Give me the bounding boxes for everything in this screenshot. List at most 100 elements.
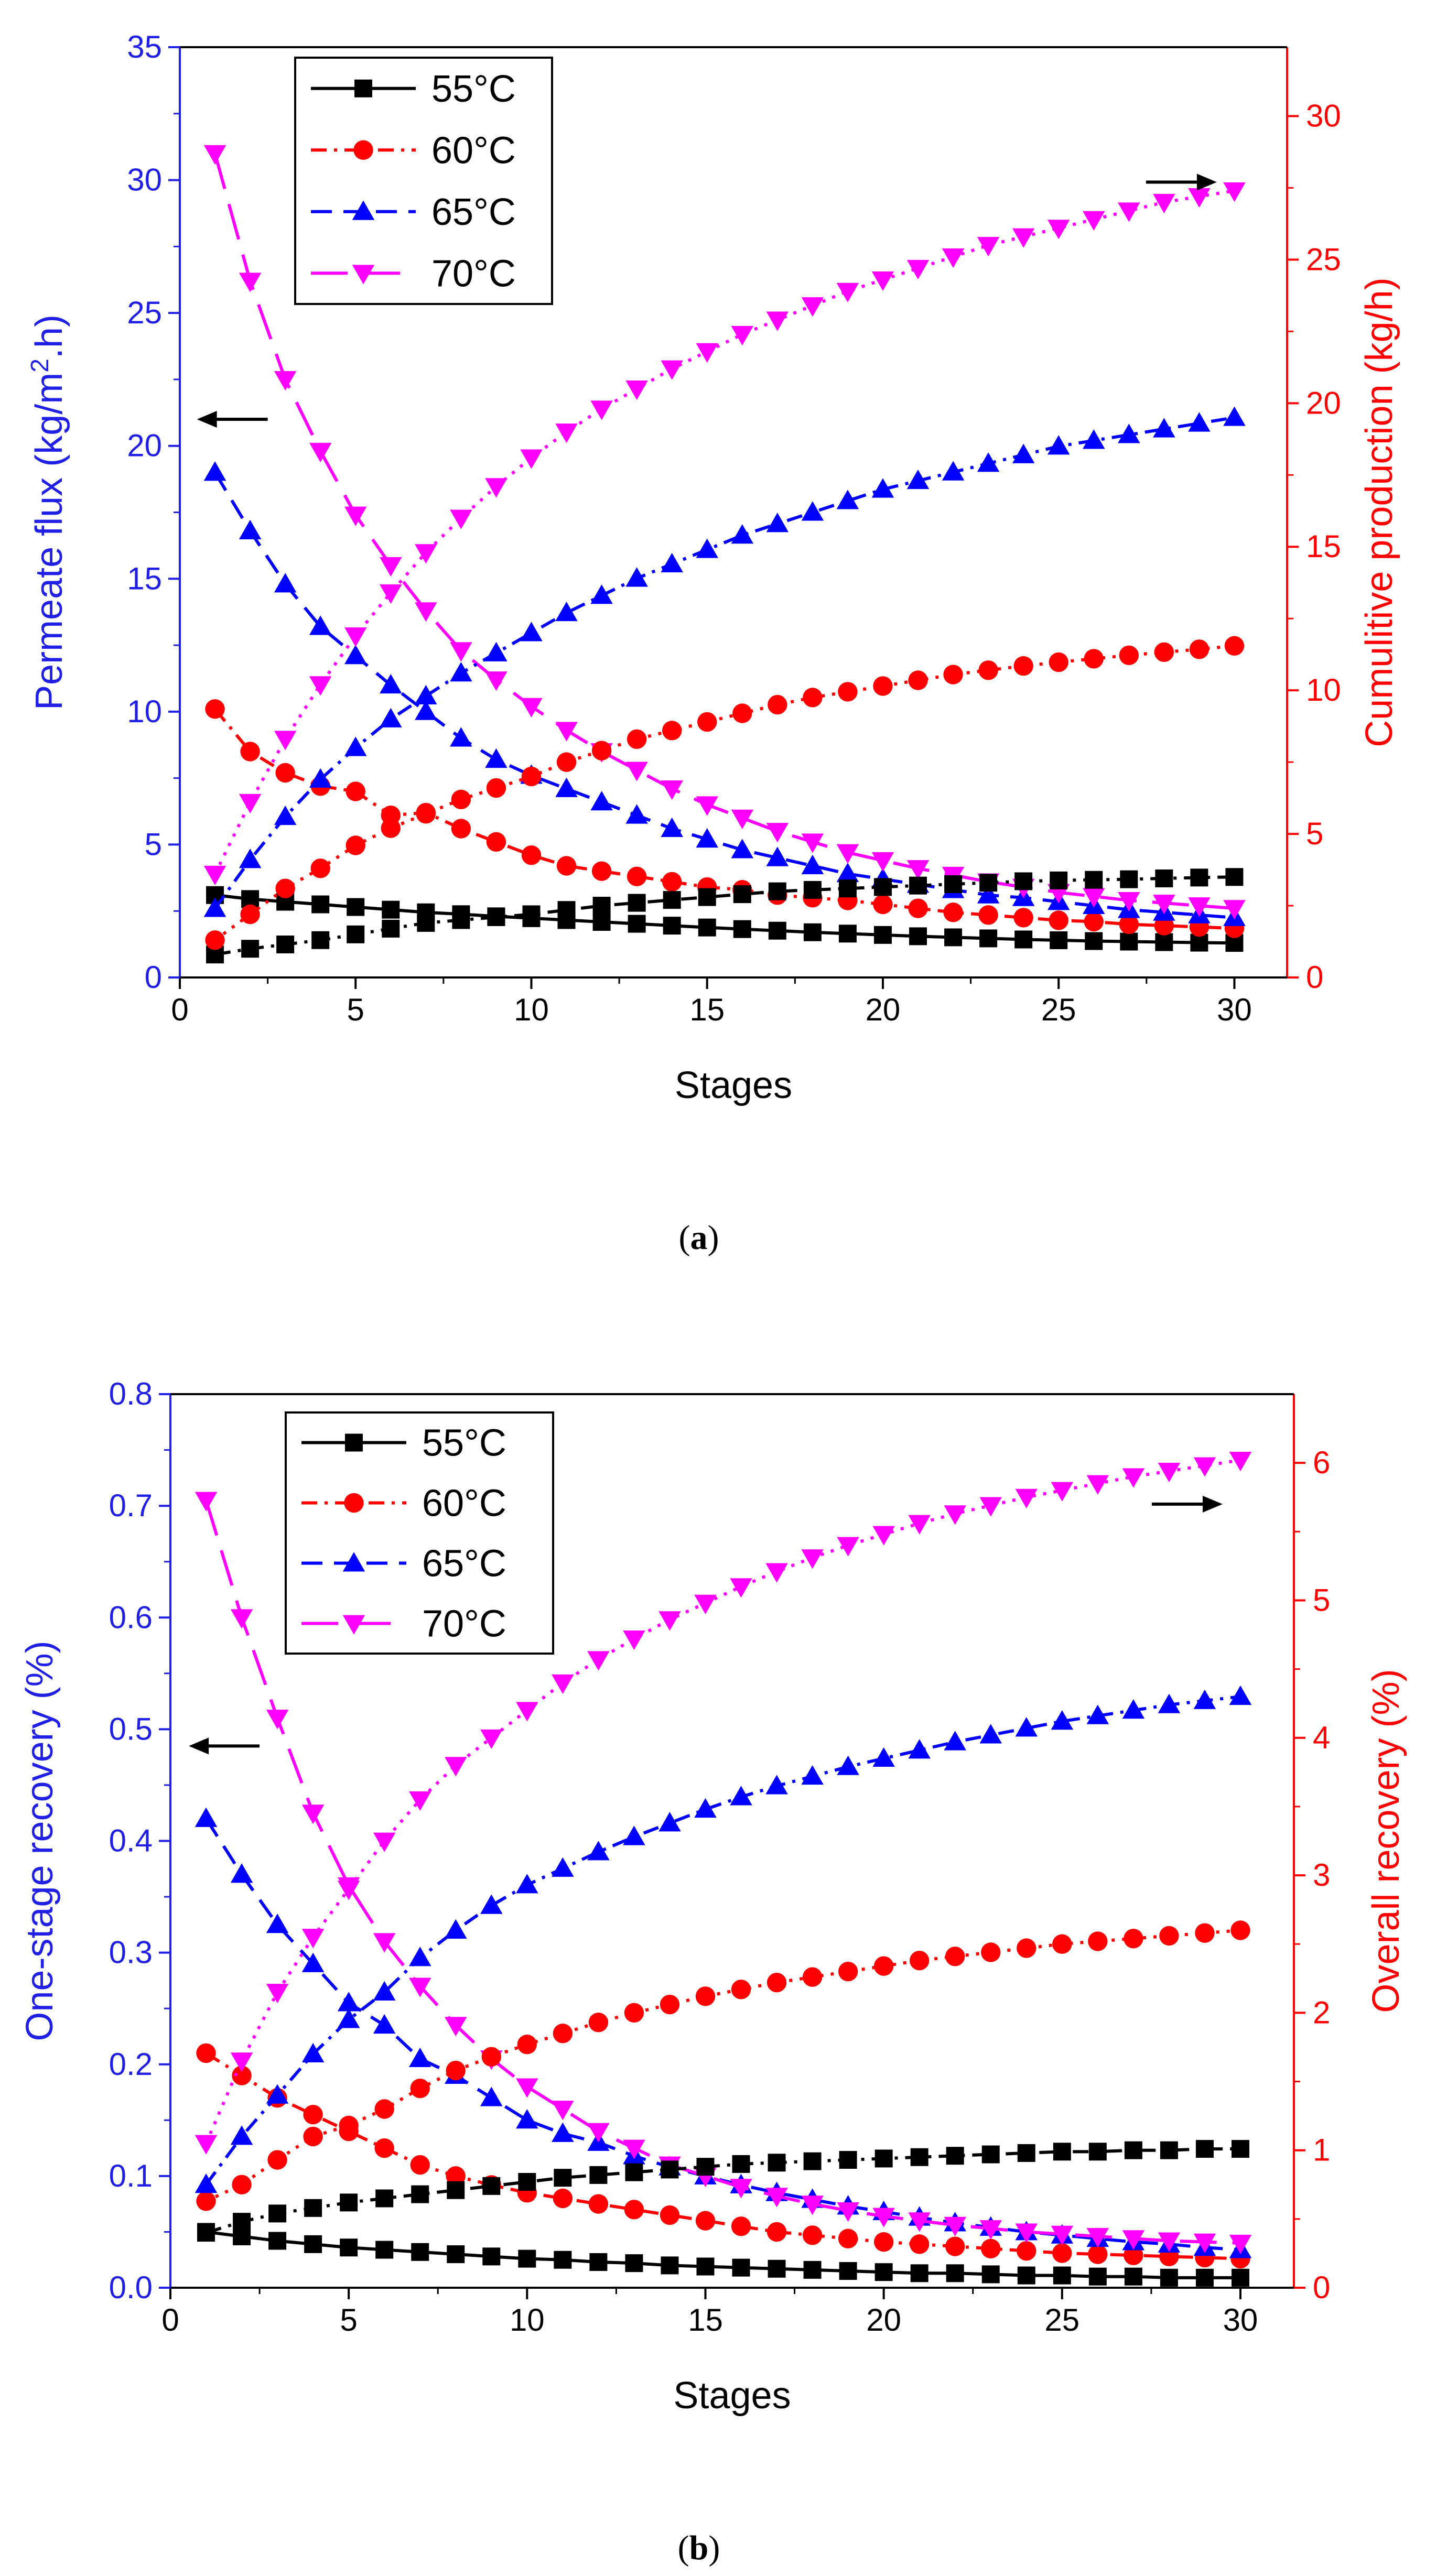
panel-a-series-line xyxy=(214,875,1235,957)
panel-b-data-point xyxy=(732,2155,750,2173)
panel-b-data-point xyxy=(945,1947,965,1966)
panel-a-data-point xyxy=(766,846,789,866)
panel-a-data-point xyxy=(1154,642,1174,662)
panel-a-data-point xyxy=(240,742,260,762)
panel-b-data-point xyxy=(1195,1923,1215,1943)
panel-a-data-point xyxy=(803,881,822,899)
panel-a-data-point xyxy=(380,584,402,604)
panel-a-data-point xyxy=(380,557,402,577)
panel-a-x-tick-label: 10 xyxy=(514,992,549,1027)
panel-a-data-point xyxy=(978,660,998,680)
panel-b-data-point xyxy=(266,1710,289,1730)
panel-a-data-point xyxy=(591,741,612,760)
panel-b-left-tick-label: 0.0 xyxy=(109,2270,153,2305)
panel-b-x-tick-label: 0 xyxy=(161,2302,179,2338)
caption-a-letter: a xyxy=(690,1219,708,1257)
panel-b-data-point xyxy=(1229,1685,1252,1705)
panel-b-left-tick-label: 0.6 xyxy=(109,1600,153,1635)
panel-b-x-tick-label: 5 xyxy=(340,2302,357,2338)
panel-a-data-point xyxy=(1012,228,1035,248)
panel-b-data-point xyxy=(304,2199,322,2217)
panel-a-data-point xyxy=(803,688,823,708)
panel-b-data-point xyxy=(480,2086,503,2106)
panel-b-data-point xyxy=(803,2260,822,2279)
panel-b-data-point xyxy=(1122,1699,1145,1719)
panel-b-data-point xyxy=(872,1526,895,1546)
panel-a-data-point xyxy=(1153,895,1175,915)
panel-a-data-point xyxy=(801,833,824,853)
panel-b-data-point xyxy=(694,1594,717,1614)
panel-a-data-point xyxy=(731,839,754,858)
panel-b-series-line xyxy=(205,1929,1241,2203)
panel-a-data-point xyxy=(871,271,894,291)
panel-b-data-point xyxy=(837,2202,859,2222)
panel-a-left-tick-label: 0 xyxy=(145,960,162,995)
panel-b-right-tick-label: 1 xyxy=(1313,2133,1330,2168)
panel-b-data-point xyxy=(340,2238,358,2257)
panel-a-data-point xyxy=(485,671,508,691)
panel-b-data-point xyxy=(1195,2268,1214,2287)
panel-a-data-point xyxy=(241,940,260,958)
panel-a-data-point xyxy=(274,371,297,391)
panel-b-data-point xyxy=(445,1757,467,1777)
panel-a-left-tick-label: 5 xyxy=(145,827,162,862)
panel-b-chart: 0 5 10 15 20 25 30Stages0.00.10.20.30.40.50.60… xyxy=(19,1376,1407,2417)
panel-a-data-point xyxy=(978,905,998,925)
panel-a-data-point xyxy=(908,898,928,918)
panel-a-data-point xyxy=(555,423,578,443)
panel-b-data-point xyxy=(1158,2232,1181,2252)
panel-a-series-line xyxy=(213,416,1235,910)
panel-b-data-point xyxy=(979,1497,1002,1517)
panel-b-data-point xyxy=(874,2149,893,2168)
panel-b-data-point xyxy=(304,2235,322,2253)
panel-a-right-tick-label: 25 xyxy=(1306,242,1341,277)
panel-a-data-point xyxy=(732,703,752,723)
panel-a-data-point xyxy=(415,544,437,564)
panel-a-data-point xyxy=(1084,911,1104,932)
panel-b-data-point xyxy=(979,1724,1002,1744)
panel-a-x-tick-label: 30 xyxy=(1217,992,1252,1027)
panel-b-data-point xyxy=(1017,2241,1036,2261)
panel-b-data-point xyxy=(694,1798,717,1818)
panel-a-data-point xyxy=(908,670,928,690)
panel-b-data-point xyxy=(981,2265,1000,2284)
panel-a-data-point xyxy=(485,642,508,661)
panel-a-data-point xyxy=(276,935,295,953)
panel-a-data-point xyxy=(239,849,262,868)
panel-a-data-point xyxy=(1225,868,1244,886)
panel-a-data-point xyxy=(520,698,543,718)
panel-a-data-point xyxy=(766,823,789,843)
panel-a-data-point xyxy=(344,736,367,756)
panel-b-data-point xyxy=(625,2163,643,2181)
panel-b-data-point xyxy=(873,1956,894,1976)
panel-b-data-point xyxy=(195,1807,218,1827)
panel-b-data-point xyxy=(623,1825,645,1845)
panel-b-data-point xyxy=(301,1805,325,1824)
panel-b-x-tick-label: 25 xyxy=(1044,2302,1079,2338)
panel-b-data-point xyxy=(446,2060,466,2081)
panel-b-data-point xyxy=(872,1747,895,1767)
panel-b-data-point xyxy=(1088,2143,1107,2161)
panel-a-data-point xyxy=(451,819,471,839)
panel-a-data-point xyxy=(381,818,401,838)
panel-b-data-point xyxy=(373,1933,396,1953)
panel-b-legend-label: 70°C xyxy=(422,1603,506,1645)
panel-b-data-point xyxy=(1015,2223,1038,2243)
panel-a-data-point xyxy=(240,904,260,925)
panel-a-data-point xyxy=(1014,930,1033,949)
panel-b-data-point xyxy=(301,2042,325,2063)
panel-a-x-tick-label: 0 xyxy=(171,992,188,1027)
panel-b-data-point xyxy=(301,1929,325,1949)
panel-a-data-point xyxy=(871,478,894,498)
panel-b-data-point xyxy=(908,2212,931,2232)
panel-a-data-point xyxy=(663,891,681,909)
panel-a-data-point xyxy=(592,913,611,931)
panel-a-data-point xyxy=(415,684,437,705)
panel-a-data-point xyxy=(203,897,226,917)
panel-b-data-point xyxy=(766,1972,787,1993)
panel-a-data-point xyxy=(1188,412,1211,432)
panel-b-data-point xyxy=(1193,2233,1216,2253)
panel-a-data-point xyxy=(1119,645,1139,666)
panel-a-data-point xyxy=(239,273,262,292)
panel-b-data-point xyxy=(732,2258,750,2277)
